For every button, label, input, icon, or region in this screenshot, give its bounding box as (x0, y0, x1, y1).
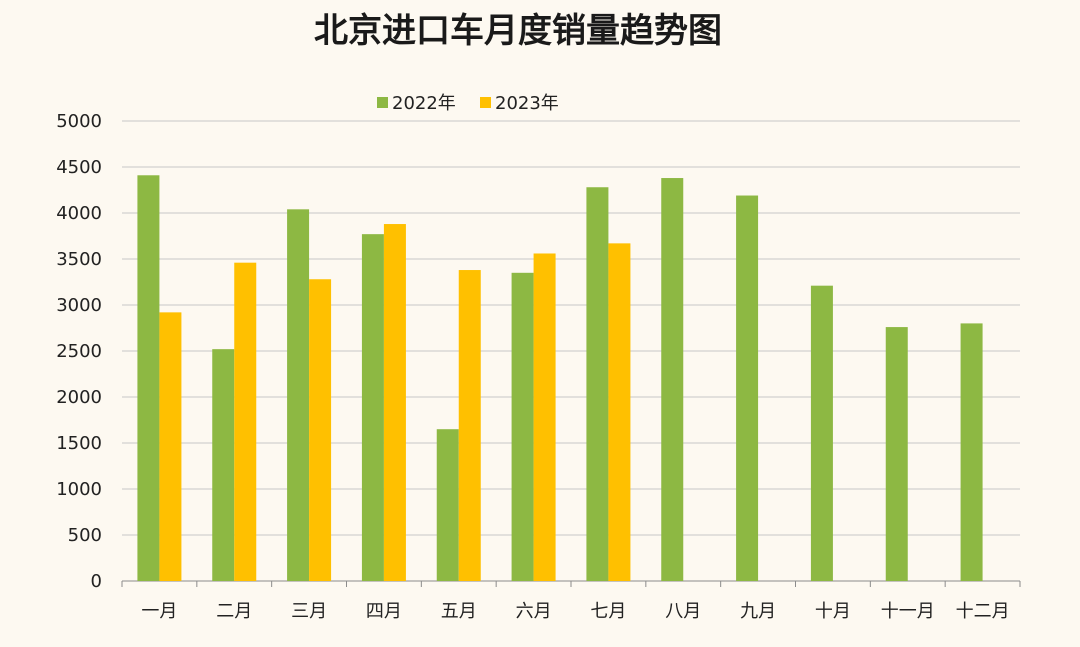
y-tick-label: 2500 (56, 341, 102, 362)
legend-label-2023: 2023年 (495, 93, 559, 114)
bar-2022-11 (885, 327, 908, 581)
bars (137, 175, 983, 582)
x-tick-label: 七月 (590, 601, 626, 622)
x-tick-label: 十月 (815, 601, 851, 622)
bar-2022-1 (137, 175, 160, 581)
legend-swatch-2023 (480, 97, 491, 108)
bar-2022-12 (960, 323, 983, 581)
y-tick-label: 2000 (56, 387, 102, 408)
bar-2023-5 (458, 270, 481, 581)
x-tick-label: 五月 (441, 601, 477, 622)
y-tick-label: 1000 (56, 479, 102, 500)
bar-2023-7 (608, 243, 631, 582)
y-tick-label: 1500 (56, 433, 102, 454)
bar-2023-4 (383, 224, 406, 582)
x-tick-label: 十一月 (881, 601, 935, 622)
y-tick-label: 0 (91, 571, 102, 592)
y-tick-label: 3000 (56, 295, 102, 316)
bar-2022-7 (586, 187, 609, 582)
x-tick-label: 六月 (516, 601, 552, 622)
y-axis-ticks: 0 500 1000 1500 2000 2500 3000 3500 4000 4500 5000 (56, 111, 102, 592)
y-tick-label: 4000 (56, 203, 102, 224)
x-tick-label: 九月 (740, 601, 776, 622)
legend-swatch-2022 (377, 97, 388, 108)
legend-label-2022: 2022年 (392, 93, 456, 114)
x-tick-label: 十二月 (956, 601, 1010, 622)
x-tick-label: 二月 (216, 601, 252, 622)
bar-2023-2 (234, 262, 257, 581)
bar-2022-2 (212, 349, 235, 581)
bar-2023-6 (533, 253, 556, 582)
bar-2022-10 (810, 285, 833, 581)
bar-2022-9 (736, 195, 759, 581)
y-tick-label: 5000 (56, 111, 102, 132)
bar-2023-1 (159, 312, 182, 581)
legend: 2022年 2023年 (377, 93, 559, 114)
gridlines (122, 120, 1020, 582)
bar-2022-3 (287, 209, 310, 581)
y-tick-label: 3500 (56, 249, 102, 270)
bar-2022-4 (361, 234, 384, 581)
bar-2022-5 (436, 429, 459, 581)
chart-title: 北京进口车月度销量趋势图 (314, 11, 722, 51)
y-tick-label: 500 (68, 525, 102, 546)
x-tick-label: 八月 (665, 601, 701, 622)
x-tick-label: 三月 (291, 601, 327, 622)
bar-2022-8 (661, 178, 684, 582)
x-tick-label: 四月 (366, 601, 402, 622)
bar-2023-3 (309, 279, 332, 581)
bar-2022-6 (511, 272, 534, 581)
y-tick-label: 4500 (56, 157, 102, 178)
x-axis: 一月 二月 三月 四月 五月 六月 七月 八月 九月 十月 十一月 十二月 (121, 581, 1021, 622)
x-tick-label: 一月 (141, 601, 177, 622)
